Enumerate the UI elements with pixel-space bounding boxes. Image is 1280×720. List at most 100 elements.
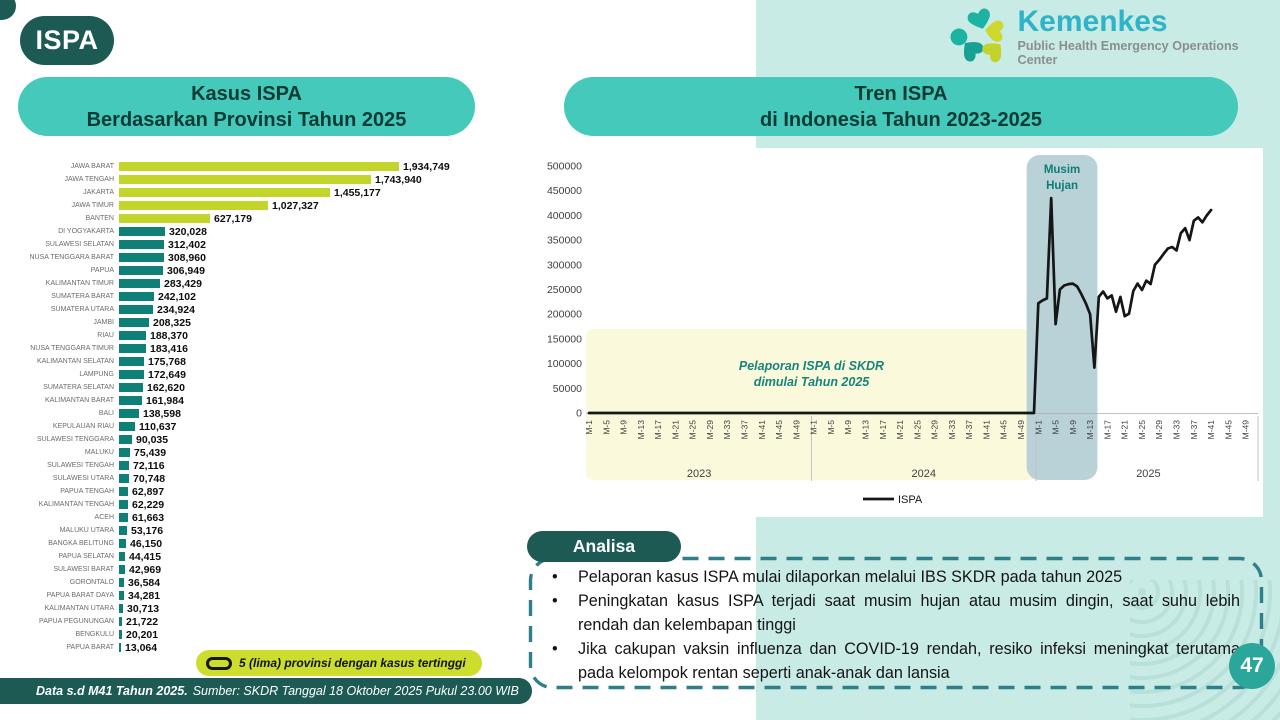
bar-value: 234,924: [157, 303, 195, 316]
bullet-dot: •: [552, 640, 558, 658]
bar-value: 1,027,327: [272, 199, 319, 212]
bar-row: PAPUA SELATAN 44,415: [14, 550, 518, 563]
x-tick-label: M-49: [791, 420, 801, 440]
x-tick-label: M-41: [981, 420, 991, 440]
y-tick-label: 500000: [547, 161, 582, 173]
bar-value: 90,035: [136, 433, 169, 446]
annotation-band-rainy-season: [1026, 155, 1098, 480]
x-tick-label: M-13: [860, 420, 870, 440]
bar-label: KALIMANTAN TENGAH: [38, 501, 114, 508]
left-chart-title-line1: Kasus ISPA: [191, 82, 302, 105]
kemenkes-logo-text: Kemenkes Public Health Emergency Operati…: [1017, 4, 1280, 67]
bar-row: SULAWESI UTARA 70,748: [14, 472, 518, 485]
x-tick-label: M-21: [895, 420, 905, 440]
x-tick-label: M-37: [1189, 420, 1199, 440]
x-tick-label: M-13: [1085, 420, 1095, 440]
footer-source: Sumber: SKDR Tanggal 18 Oktober 2025 Puk…: [192, 684, 519, 698]
y-tick-label: 150000: [547, 333, 582, 345]
bar-value: 172,649: [148, 368, 186, 381]
year-label: 2023: [687, 468, 711, 480]
bar-label: PAPUA BARAT: [66, 644, 114, 651]
bar-value: 175,768: [148, 355, 186, 368]
x-tick-label: M-5: [1051, 420, 1061, 435]
bar: [119, 240, 164, 249]
x-tick-label: M-25: [1137, 420, 1147, 440]
bar: [119, 383, 143, 392]
bar: [119, 487, 128, 496]
footer-data-cutoff: Data s.d M41 Tahun 2025.: [36, 684, 188, 698]
bar: [119, 409, 139, 418]
analysis-bullet: • Pelaporan kasus ISPA mulai dilaporkan m…: [552, 565, 1240, 589]
bar: [119, 253, 164, 262]
x-tick-label: M-17: [878, 420, 888, 440]
y-tick-label: 300000: [547, 259, 582, 271]
bar-value: 627,179: [214, 212, 252, 225]
bar-row: BALI 138,598: [14, 407, 518, 420]
x-tick-label: M-5: [601, 420, 611, 435]
bar-row: SULAWESI SELATAN 312,402: [14, 238, 518, 251]
left-chart-title: Kasus ISPA Berdasarkan Provinsi Tahun 20…: [18, 77, 475, 136]
x-tick-label: M-1: [1033, 420, 1043, 435]
bar-label: JAMBI: [93, 319, 114, 326]
bar-label: BANGKA BELITUNG: [48, 540, 114, 547]
bar-value: 208,325: [153, 316, 191, 329]
bar-value: 188,370: [150, 329, 188, 342]
bar-value: 70,748: [133, 472, 166, 485]
bar-value: 138,598: [143, 407, 181, 420]
y-tick-label: 50000: [553, 383, 582, 395]
bar-value: 1,743,940: [375, 173, 422, 186]
bar-label: BANTEN: [85, 215, 114, 222]
bar-row: PAPUA BARAT DAYA 34,281: [14, 590, 518, 602]
bar: [119, 552, 125, 561]
bar-value: 44,415: [129, 550, 162, 563]
bar-label: SULAWESI TENGGARA: [36, 436, 114, 443]
x-tick-label: M-21: [670, 420, 680, 440]
ispa-badge-label: ISPA: [35, 25, 99, 55]
bar-value: 110,637: [139, 420, 177, 433]
bar: [119, 266, 163, 275]
y-tick-label: 350000: [547, 235, 582, 247]
bar-row: SUMATERA BARAT 242,102: [14, 290, 518, 303]
bar: [119, 630, 122, 639]
bar-label: ACEH: [94, 514, 114, 521]
annotation-band-reporting-note: [586, 329, 1037, 480]
logo-brand: Kemenkes: [1017, 4, 1168, 38]
year-label: 2025: [1136, 468, 1160, 480]
bar: [119, 318, 149, 327]
bar: [119, 539, 126, 548]
x-tick-label: M-1: [809, 420, 819, 435]
x-tick-label: M-49: [1241, 420, 1251, 440]
bar-row: BANGKA BELITUNG 46,150: [14, 538, 518, 550]
bar-value: 30,713: [127, 602, 160, 615]
bar-label: PAPUA PEGUNUNGAN: [39, 618, 114, 625]
x-tick-label: M-41: [1206, 420, 1216, 440]
bar-label: NUSA TENGGARA TIMUR: [30, 345, 114, 352]
bar: [119, 227, 165, 236]
bar-row: GORONTALO 36,584: [14, 577, 518, 589]
x-tick-label: M-29: [1154, 420, 1164, 440]
bar-value: 312,402: [168, 238, 206, 251]
analysis-bullets: • Pelaporan kasus ISPA mulai dilaporkan m…: [552, 565, 1240, 685]
bar-row: KALIMANTAN TIMUR 283,429: [14, 278, 518, 290]
bar: [119, 643, 121, 652]
bar-row: JAWA TENGAH 1,743,940: [14, 173, 518, 186]
kemenkes-logo: Kemenkes Public Health Emergency Operati…: [950, 4, 1280, 68]
bar-label: SULAWESI SELATAN: [45, 241, 114, 248]
bar-label: BALI: [98, 410, 114, 417]
bar: [119, 370, 144, 379]
bar-label: SUMATERA UTARA: [50, 306, 114, 313]
bar-label: BENGKULU: [75, 631, 114, 638]
bar-value: 320,028: [169, 225, 207, 238]
bar-value: 242,102: [158, 290, 196, 303]
bar: [119, 162, 399, 171]
legend-series-label: ISPA: [898, 494, 923, 506]
bar-label: SULAWESI UTARA: [52, 475, 114, 482]
x-tick-label: M-45: [1223, 420, 1233, 440]
bar: [119, 591, 124, 600]
bar-label: KALIMANTAN UTARA: [44, 605, 114, 612]
bar: [119, 448, 130, 457]
bar-label: SULAWESI TENGAH: [47, 462, 114, 469]
x-tick-label: M-29: [930, 420, 940, 440]
x-tick-label: M-37: [740, 420, 750, 440]
x-tick-label: M-45: [999, 420, 1009, 440]
